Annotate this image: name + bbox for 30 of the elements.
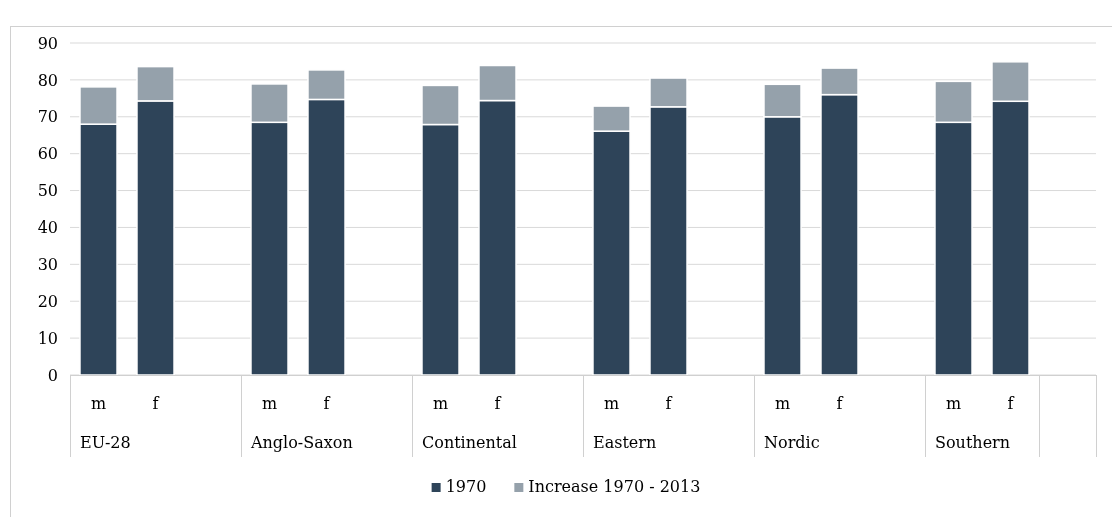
text: Anglo-Saxon bbox=[250, 433, 353, 452]
legend-label: Increase 1970 - 2013 bbox=[528, 477, 701, 496]
text: Southern bbox=[935, 433, 1011, 452]
x-tick-label: f bbox=[494, 394, 502, 413]
y-tick-label: 30 bbox=[37, 254, 58, 274]
text: EU-28 bbox=[80, 433, 131, 452]
y-tick-label: 70 bbox=[37, 107, 58, 127]
x-tick-label: m bbox=[261, 394, 278, 413]
x-tick-label: f bbox=[152, 394, 160, 413]
y-tick-label: 10 bbox=[37, 328, 58, 348]
y-tick-label: 90 bbox=[37, 33, 58, 53]
x-tick-label: m bbox=[90, 394, 107, 413]
legend-label: 1970 bbox=[445, 477, 487, 496]
x-tick-label: m bbox=[945, 394, 962, 413]
text: Nordic bbox=[764, 433, 820, 452]
y-tick-label: 60 bbox=[37, 144, 58, 164]
y-tick-label: 80 bbox=[37, 70, 58, 90]
x-tick-label: m bbox=[432, 394, 449, 413]
x-tick-label: f bbox=[665, 394, 673, 413]
x-tick-label: f bbox=[1007, 394, 1015, 413]
y-tick-label: 50 bbox=[37, 181, 58, 201]
x-tick-label: f bbox=[323, 394, 331, 413]
y-tick-label: 0 bbox=[47, 365, 58, 385]
text: Eastern bbox=[593, 433, 657, 452]
y-tick-label: 20 bbox=[37, 291, 58, 311]
y-tick-label: 40 bbox=[37, 218, 58, 238]
text: Continental bbox=[422, 433, 517, 452]
x-tick-label: f bbox=[836, 394, 844, 413]
x-tick-label: m bbox=[774, 394, 791, 413]
x-tick-label: m bbox=[603, 394, 620, 413]
